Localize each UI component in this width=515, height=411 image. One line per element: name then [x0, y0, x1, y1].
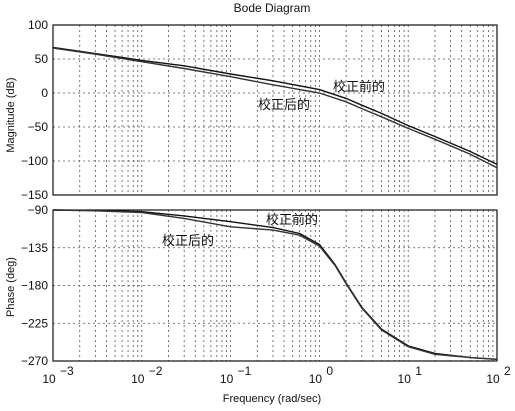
phase-annotation-after: 校正后的	[162, 233, 214, 249]
phase-plot-frame	[52, 209, 498, 362]
x-tick-label: 10	[220, 372, 234, 386]
x-tick-label: 10	[398, 372, 412, 386]
x-tick-exponent: −2	[149, 364, 163, 378]
chart-title: Bode Diagram	[234, 1, 311, 15]
magnitude-y-tick-label: 50	[35, 52, 49, 66]
x-tick-exponent: 1	[415, 364, 422, 378]
phase-series-before	[52, 209, 498, 360]
magnitude-plot-frame	[52, 24, 498, 196]
magnitude-series-after	[52, 47, 498, 169]
magnitude-annotation-after: 校正后的	[258, 97, 310, 113]
x-tick-label: 10	[42, 372, 56, 386]
phase-y-tick-label: −225	[21, 316, 48, 330]
x-tick-label: 10	[486, 372, 500, 386]
x-tick-exponent: 0	[326, 364, 333, 378]
x-tick-exponent: −1	[238, 364, 252, 378]
magnitude-y-tick-label: −150	[21, 188, 48, 202]
magnitude-panel: 100 50 0 −50 −100 −150	[21, 18, 498, 202]
magnitude-series-before	[52, 46, 498, 166]
phase-series-after	[52, 209, 498, 360]
phase-y-tick-label: −135	[21, 241, 48, 255]
phase-y-tick-label: −90	[28, 203, 49, 217]
x-tick-exponent: 2	[504, 364, 511, 378]
magnitude-y-tick-label: −50	[28, 120, 49, 134]
magnitude-y-tick-label: −100	[21, 154, 48, 168]
x-tick-label: 10	[131, 372, 145, 386]
magnitude-annotation-before: 校正前的	[333, 79, 385, 95]
phase-panel: −90 −135 −180 −225 −270	[21, 203, 498, 368]
phase-y-tick-label: −270	[21, 354, 48, 368]
x-axis-label: Frequency (rad/sec)	[223, 393, 321, 405]
magnitude-y-tick-label: 100	[28, 18, 48, 32]
phase-y-axis-label: Phase (deg)	[5, 257, 17, 317]
magnitude-y-tick-label: 0	[41, 86, 48, 100]
magnitude-y-axis-label: Magnitude (dB)	[5, 77, 17, 152]
x-tick-label: 10	[309, 372, 323, 386]
phase-annotation-before: 校正前的	[266, 212, 318, 228]
phase-y-tick-label: −180	[21, 279, 48, 293]
x-tick-exponent: −3	[60, 364, 74, 378]
